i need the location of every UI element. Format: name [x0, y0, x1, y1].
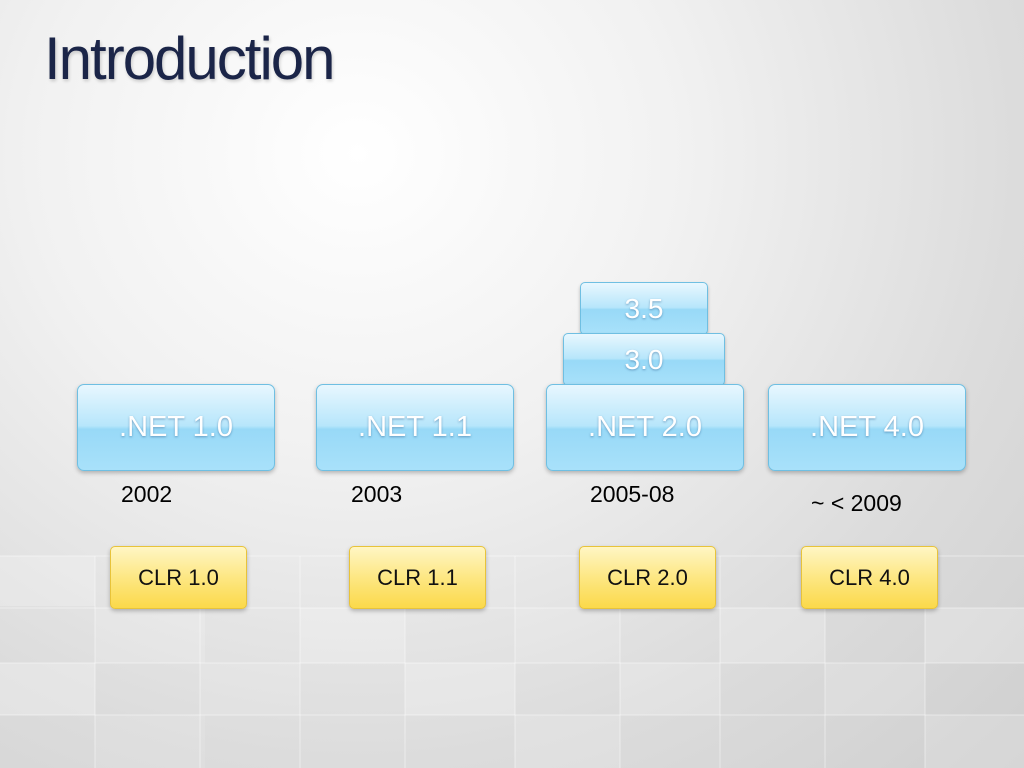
clr-box-1-1: CLR 1.1	[349, 546, 486, 609]
clr-box-1-0: CLR 1.0	[110, 546, 247, 609]
year-label-1-0: 2002	[121, 481, 173, 507]
slide-title: Introduction	[44, 25, 336, 92]
net-box-2-0: .NET 2.0	[546, 384, 744, 471]
net-box-4-0: .NET 4.0	[768, 384, 966, 471]
net-box-1-1: .NET 1.1	[316, 384, 514, 471]
version-box-3-5: 3.5	[580, 282, 708, 335]
year-label-4-0: ~ < 2009	[811, 490, 902, 516]
net-box-1-0: .NET 1.0	[77, 384, 275, 471]
year-label-2-0: 2005-08	[590, 481, 675, 507]
year-label-1-1: 2003	[351, 481, 403, 507]
version-box-3-0: 3.0	[563, 333, 725, 386]
clr-box-4-0: CLR 4.0	[801, 546, 938, 609]
clr-box-2-0: CLR 2.0	[579, 546, 716, 609]
